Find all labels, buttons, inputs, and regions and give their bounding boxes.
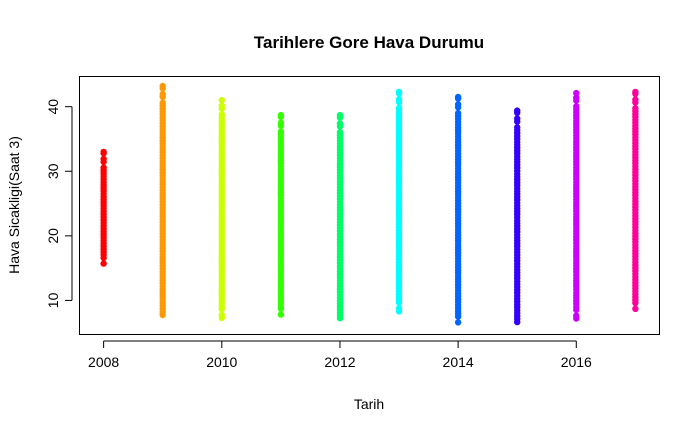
data-point bbox=[395, 305, 403, 312]
data-point bbox=[454, 319, 462, 326]
series-2016 bbox=[573, 89, 580, 322]
series-2010 bbox=[218, 97, 225, 322]
data-point bbox=[395, 96, 403, 103]
data-point bbox=[454, 93, 462, 101]
data-point bbox=[218, 97, 225, 104]
data-points bbox=[100, 82, 639, 326]
series-2012 bbox=[336, 111, 344, 322]
data-point bbox=[573, 89, 580, 97]
data-point bbox=[277, 111, 285, 119]
data-point bbox=[632, 88, 639, 96]
data-point bbox=[159, 82, 166, 90]
data-point bbox=[454, 101, 462, 108]
data-point bbox=[632, 105, 639, 112]
data-point bbox=[632, 96, 639, 103]
data-point bbox=[395, 88, 403, 96]
data-point bbox=[277, 119, 285, 127]
data-point bbox=[159, 90, 166, 98]
series-2013 bbox=[395, 88, 403, 315]
data-point bbox=[218, 111, 225, 118]
x-axis: 2008 2010 2012 2014 2016 bbox=[88, 340, 592, 370]
x-tick-label: 2014 bbox=[443, 354, 474, 370]
data-point bbox=[573, 94, 580, 101]
data-point bbox=[514, 107, 521, 114]
series-2014 bbox=[454, 93, 462, 326]
data-point bbox=[573, 312, 580, 319]
data-point bbox=[573, 103, 580, 110]
series-2015 bbox=[514, 107, 521, 326]
x-tick-label: 2016 bbox=[561, 354, 592, 370]
data-point bbox=[218, 311, 225, 319]
y-axis-label: Hava Sicakligi(Saat 3) bbox=[6, 136, 22, 274]
data-point bbox=[100, 155, 107, 163]
data-point bbox=[277, 311, 285, 318]
data-point bbox=[395, 104, 403, 112]
data-point bbox=[336, 111, 344, 119]
data-point bbox=[514, 115, 521, 122]
data-point bbox=[336, 129, 344, 136]
y-tick-label: 20 bbox=[45, 228, 61, 244]
x-tick-label: 2010 bbox=[206, 354, 237, 370]
x-tick-label: 2008 bbox=[88, 354, 119, 370]
x-tick-label: 2012 bbox=[324, 354, 355, 370]
series-2017 bbox=[632, 88, 639, 312]
data-point bbox=[336, 120, 344, 127]
y-axis: 10 20 30 40 bbox=[45, 99, 73, 308]
data-point bbox=[100, 148, 107, 156]
series-2011 bbox=[277, 111, 285, 318]
y-tick-label: 10 bbox=[45, 292, 61, 308]
data-point bbox=[277, 128, 285, 135]
y-tick-label: 30 bbox=[45, 163, 61, 179]
chart-title: Tarihlere Gore Hava Durumu bbox=[254, 33, 484, 52]
y-tick-label: 40 bbox=[45, 99, 61, 115]
data-point bbox=[514, 124, 521, 131]
data-point bbox=[100, 260, 107, 267]
data-point bbox=[100, 164, 107, 171]
data-point bbox=[159, 99, 166, 107]
x-axis-label: Tarih bbox=[354, 396, 384, 412]
plot-area bbox=[79, 76, 660, 335]
data-point bbox=[454, 110, 462, 117]
data-point bbox=[632, 305, 639, 312]
data-point bbox=[218, 102, 225, 109]
series-2009 bbox=[159, 82, 166, 319]
series-2008 bbox=[100, 148, 107, 267]
